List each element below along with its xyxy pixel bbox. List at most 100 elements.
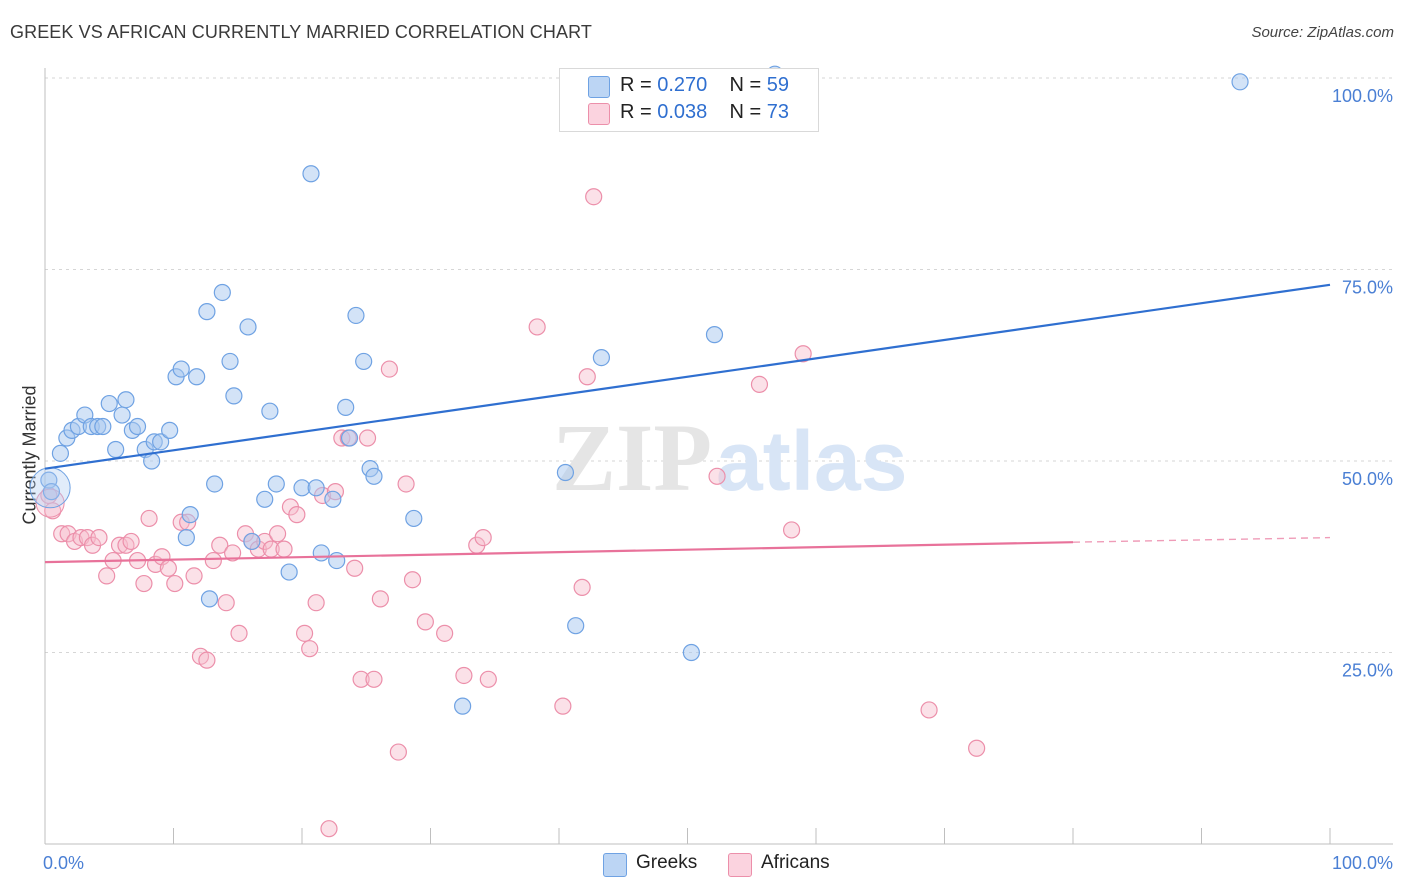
data-point-greeks [198,303,216,321]
data-point-greeks [42,483,61,501]
data-point-greeks [302,165,320,183]
data-point-greeks [556,463,575,482]
legend-swatch-africans [588,103,610,125]
series-africans [35,188,986,838]
data-point-greeks [213,283,231,302]
data-point-greeks [172,360,190,378]
legend: R = 0.270 N = 59 R = 0.038 N = 73 [559,68,819,132]
gridlines [45,77,1393,653]
data-point-africans [708,467,726,485]
data-point-africans [380,360,398,378]
data-point-greeks [107,440,125,459]
bottom-legend-swatch-greeks [603,853,627,877]
data-point-africans [573,578,591,596]
axes [44,68,1393,845]
trend-line-africans-extrapolated [1072,536,1331,543]
data-point-africans [920,701,938,719]
data-point-greeks [200,590,219,608]
data-point-greeks [113,406,131,424]
legend-r-label: R = [620,74,658,96]
watermark-zip: ZIP [552,404,712,511]
data-point-greeks [592,348,611,367]
data-point-africans [211,536,229,554]
data-point-africans [554,697,572,715]
data-point-africans [275,540,293,558]
data-point-greeks [181,506,199,524]
bottom-legend-label-africans: Africans [761,852,830,873]
data-point-africans [295,624,314,642]
data-point-greeks [307,479,325,497]
legend-n-label: N = [729,74,767,96]
bottom-legend-label-greeks: Greeks [636,852,698,873]
data-point-greeks [225,387,243,405]
data-point-africans [578,368,596,386]
data-point-africans [159,559,177,577]
data-point-greeks [337,398,355,416]
data-point-africans [230,624,248,642]
watermark-atlas: atlas [716,414,907,508]
legend-r-value: 0.270 [657,74,708,96]
data-point-africans [397,475,415,493]
data-point-greeks [567,617,585,635]
trend-line-africans [44,541,1074,564]
data-point-greeks [243,532,261,551]
data-point-greeks [347,306,365,325]
watermark: ZIP atlas [552,404,907,511]
data-point-africans [416,613,434,631]
data-point-greeks [365,467,383,485]
data-point-greeks [355,352,373,371]
data-point-greeks [682,643,700,662]
data-point-africans [403,571,422,589]
y-tick-label: 50.0% [1342,469,1393,489]
data-point-greeks [161,421,179,439]
data-point-africans [585,188,603,206]
data-point-greeks [328,551,346,570]
data-point-greeks [143,452,161,470]
data-point-africans [528,318,546,336]
data-point-africans [371,590,389,608]
legend-n-value: 73 [766,101,790,123]
legend-r-label: R = [620,101,658,123]
source-label: Source: ZipAtlas.com [1251,24,1394,41]
data-point-greeks [239,318,257,336]
data-point-greeks [100,394,118,413]
data-point-africans [389,743,407,761]
data-point-africans [224,544,242,562]
data-point-africans [479,670,497,688]
data-point-greeks [94,417,112,436]
data-point-africans [204,551,222,570]
data-point-africans [365,670,383,688]
data-point-africans [782,521,801,539]
data-point-africans [794,345,812,363]
chart-title: GREEK VS AFRICAN CURRENTLY MARRIED CORRE… [10,22,592,42]
data-point-greeks [188,368,206,386]
data-point-greeks [51,444,70,462]
data-point-greeks [177,528,195,547]
series-greeks [29,65,1249,715]
trend-lines [44,283,1331,564]
data-point-africans [358,429,377,447]
data-point-greeks [128,417,147,436]
data-point-africans [307,594,325,612]
data-point-africans [268,525,287,543]
tick-labels: 25.0% 50.0% 75.0% 100.0% 0.0% 100.0% [43,86,1393,873]
data-point-africans [455,666,473,685]
data-point-greeks [117,391,135,409]
data-point-africans [288,506,306,524]
x-tick-label: 0.0% [43,853,84,873]
data-point-africans [166,574,184,593]
data-point-africans [53,525,71,543]
data-point-greeks [312,544,330,562]
legend-r-value: 0.038 [657,101,708,123]
data-point-greeks [1231,73,1249,91]
data-point-africans [320,820,338,838]
data-point-greeks [221,352,239,371]
data-point-africans [968,739,986,757]
data-point-africans [436,624,454,642]
data-point-africans [750,375,769,393]
data-point-africans [185,567,203,585]
legend-swatch-greeks [588,76,610,98]
data-point-greeks [454,697,472,715]
bottom-legend-swatch-africans [728,853,752,877]
